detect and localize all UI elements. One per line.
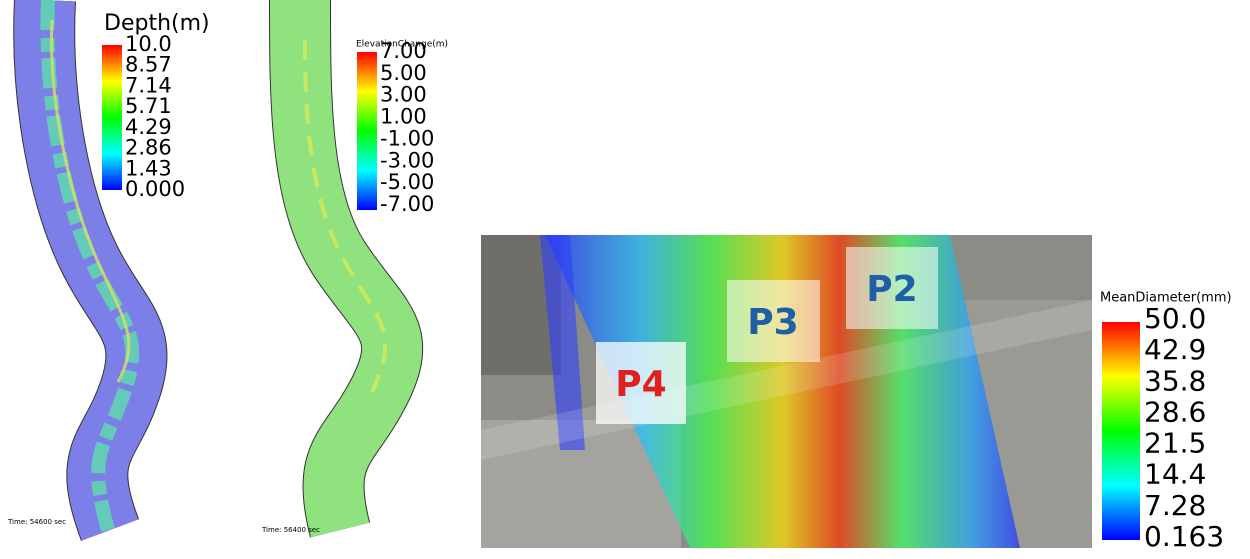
point-label: P4	[615, 364, 666, 405]
colorbar	[357, 52, 377, 210]
legend-label: -7.00	[380, 192, 434, 216]
legend-label: 50.0	[1144, 302, 1206, 335]
legend-label: 0.000	[125, 177, 185, 201]
time-label: Time: 56400 sec	[261, 526, 320, 534]
legend-label: 3.00	[380, 83, 427, 107]
legend-label: 14.4	[1144, 458, 1206, 491]
legend-label: -1.00	[380, 126, 434, 150]
legend-label: 35.8	[1144, 364, 1206, 397]
figure: Depth(m) Time: 54600 sec ElevationChange…	[0, 0, 1250, 559]
diameter-panel: P4 P3 P2 MeanDiameter(mm)	[481, 235, 1250, 548]
legend-label: 7.00	[380, 39, 427, 63]
legend-label: 1.00	[380, 105, 427, 129]
point-label: P3	[747, 302, 798, 343]
legend-label: 5.00	[380, 61, 427, 85]
legend-label: -5.00	[380, 170, 434, 194]
colorbar	[1102, 322, 1140, 540]
depth-panel: Depth(m) Time: 54600 sec	[7, 0, 210, 530]
legend-label: 7.28	[1144, 489, 1206, 522]
legend-label: 42.9	[1144, 333, 1206, 366]
colorbar	[102, 45, 122, 190]
legend-label: -3.00	[380, 148, 434, 172]
legend-label: 21.5	[1144, 427, 1206, 460]
time-label: Time: 54600 sec	[7, 518, 66, 526]
legend-label: 28.6	[1144, 395, 1206, 428]
point-label: P2	[866, 269, 917, 310]
legend-label: 0.163	[1144, 520, 1224, 553]
